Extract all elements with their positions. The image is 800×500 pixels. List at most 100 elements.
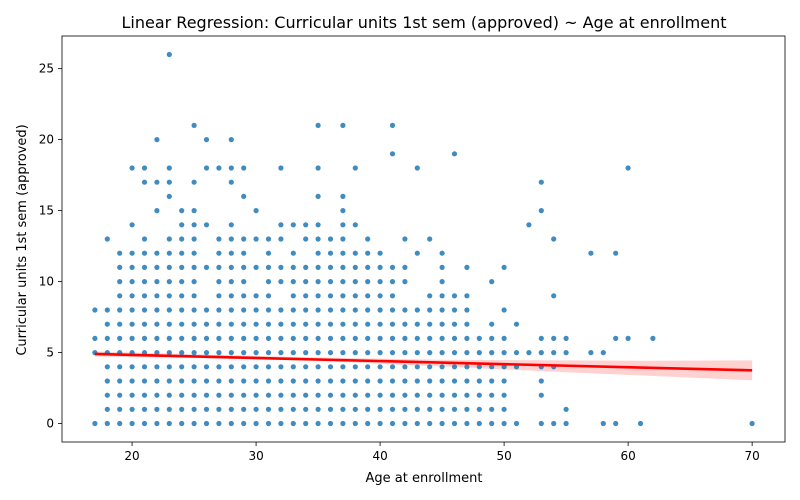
scatter-point <box>191 406 197 412</box>
scatter-point <box>303 279 309 285</box>
scatter-point <box>365 279 371 285</box>
scatter-point <box>191 264 197 270</box>
scatter-point <box>414 350 420 356</box>
scatter-point <box>427 364 433 370</box>
scatter-point <box>414 406 420 412</box>
scatter-point <box>191 335 197 341</box>
scatter-point <box>129 378 135 384</box>
scatter-point <box>216 165 222 171</box>
scatter-point <box>476 364 482 370</box>
scatter-point <box>191 179 197 185</box>
scatter-point <box>253 350 259 356</box>
scatter-point <box>203 264 210 270</box>
scatter-point <box>389 364 396 370</box>
scatter-point <box>303 307 309 313</box>
scatter-point <box>154 137 160 143</box>
scatter-point <box>340 307 346 313</box>
scatter-point <box>402 321 408 327</box>
scatter-point <box>166 51 172 58</box>
scatter-point <box>191 250 197 256</box>
scatter-point <box>389 279 396 285</box>
scatter-point <box>179 222 185 228</box>
scatter-point <box>327 293 334 299</box>
scatter-point <box>179 307 185 313</box>
scatter-point <box>389 392 396 398</box>
scatter-point <box>352 165 358 171</box>
scatter-point <box>154 378 160 384</box>
scatter-point <box>352 293 358 299</box>
scatter-point <box>414 392 420 398</box>
scatter-point <box>377 307 383 313</box>
scatter-point <box>203 406 210 412</box>
scatter-point <box>464 293 470 299</box>
scatter-point <box>439 378 445 384</box>
scatter-point <box>191 208 197 214</box>
scatter-point <box>154 420 160 427</box>
scatter-point <box>216 264 222 270</box>
scatter-point <box>179 293 185 299</box>
scatter-point <box>265 406 272 412</box>
scatter-point <box>402 378 408 384</box>
scatter-point <box>439 264 445 270</box>
scatter-point <box>625 335 631 341</box>
scatter-point <box>290 420 296 427</box>
scatter-point <box>513 420 520 427</box>
scatter-point <box>265 293 272 299</box>
scatter-point <box>303 392 309 398</box>
scatter-point <box>489 321 495 327</box>
scatter-point <box>340 293 346 299</box>
scatter-point <box>216 279 222 285</box>
scatter-point <box>265 250 272 256</box>
scatter-point <box>389 264 396 270</box>
scatter-point <box>489 392 495 398</box>
scatter-point <box>228 236 234 242</box>
scatter-point <box>303 406 309 412</box>
scatter-point <box>216 293 222 299</box>
scatter-point <box>278 350 284 356</box>
y-tick-label: 10 <box>39 275 54 289</box>
scatter-point <box>315 250 321 256</box>
scatter-point <box>402 420 408 427</box>
scatter-point <box>439 250 445 256</box>
scatter-point <box>253 264 259 270</box>
scatter-point <box>439 293 445 299</box>
scatter-point <box>228 364 234 370</box>
scatter-point <box>340 222 346 228</box>
scatter-point <box>414 378 420 384</box>
scatter-point <box>117 250 123 256</box>
scatter-point <box>129 335 135 341</box>
scatter-point <box>216 406 222 412</box>
scatter-point <box>228 335 234 341</box>
scatter-point <box>303 335 309 341</box>
scatter-point <box>166 307 172 313</box>
scatter-point <box>327 406 334 412</box>
scatter-point <box>414 307 420 313</box>
scatter-point <box>241 392 247 398</box>
scatter-point <box>278 165 284 171</box>
scatter-point <box>278 335 284 341</box>
scatter-point <box>154 335 160 341</box>
scatter-point <box>203 165 210 171</box>
scatter-point <box>402 279 408 285</box>
scatter-point <box>265 321 272 327</box>
scatter-point <box>365 250 371 256</box>
scatter-point <box>241 236 247 242</box>
scatter-point <box>464 350 470 356</box>
scatter-point <box>166 165 172 171</box>
scatter-point <box>427 420 433 427</box>
x-axis-label: Age at enrollment <box>366 471 483 486</box>
scatter-point <box>352 250 358 256</box>
y-tick-label: 5 <box>46 346 54 360</box>
scatter-point <box>216 307 222 313</box>
scatter-point <box>129 392 135 398</box>
scatter-point <box>179 406 185 412</box>
scatter-point <box>315 420 321 427</box>
scatter-point <box>315 406 321 412</box>
scatter-point <box>253 307 259 313</box>
scatter-point <box>563 335 569 341</box>
scatter-point <box>315 264 321 270</box>
scatter-point <box>501 335 507 341</box>
y-tick-label: 25 <box>39 62 54 76</box>
scatter-point <box>129 165 135 171</box>
